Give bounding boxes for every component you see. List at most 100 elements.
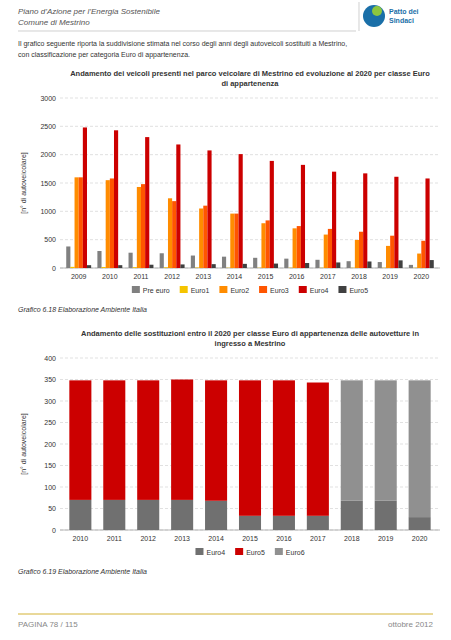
bar (253, 258, 257, 268)
x-tick-label: 2016 (289, 273, 305, 280)
bar (222, 257, 226, 268)
legend-label: Euro2 (230, 287, 249, 294)
bar (239, 154, 243, 268)
bar (172, 201, 176, 268)
legend-label: Euro4 (310, 287, 329, 294)
y-axis: 050100150200250300350400[n° di autoveico… (20, 355, 440, 534)
legend-swatch (338, 286, 346, 293)
x-tick-label: 2013 (174, 535, 190, 542)
legend-label: Euro5 (246, 549, 265, 556)
bar (97, 251, 101, 268)
bar (137, 500, 159, 530)
logo-text: Sindaci (389, 17, 414, 24)
bar (320, 267, 324, 268)
caption: Grafico 6.18 Elaborazione Ambiente Itali… (18, 306, 147, 313)
legend-swatch (235, 548, 243, 555)
bar (324, 235, 328, 268)
bars (69, 380, 430, 531)
legend: Pre euroEuro1Euro2Euro3Euro4Euro5 (132, 286, 368, 294)
bar (347, 261, 351, 268)
bar (75, 177, 79, 268)
legend-swatch (259, 286, 267, 293)
bar (382, 267, 386, 268)
bar (305, 263, 309, 268)
x-tick-label: 2015 (242, 535, 258, 542)
bar (239, 380, 261, 381)
bar (394, 177, 398, 268)
bar (398, 260, 402, 268)
header: Piano d’Azione per l’Energia Sostenibile… (18, 2, 419, 31)
legend-label: Euro6 (286, 549, 305, 556)
y-tick-label: 2500 (40, 123, 56, 130)
legend-swatch (195, 548, 203, 555)
chart: Andamento dei veicoli presenti nel parco… (18, 69, 440, 313)
bar (417, 254, 421, 268)
y-tick-label: 350 (44, 376, 56, 383)
bar (341, 380, 363, 500)
y-tick-label: 1000 (40, 208, 56, 215)
bar (79, 177, 83, 268)
bar (355, 240, 359, 268)
bar (273, 380, 295, 381)
bar (261, 223, 265, 268)
bar (164, 267, 168, 268)
bar (266, 220, 270, 268)
bar (413, 267, 417, 268)
bar (332, 172, 336, 268)
x-tick-label: 2011 (133, 273, 148, 280)
legend-swatch (132, 286, 140, 293)
header-rule (18, 31, 356, 32)
chart: Andamento delle sostituzioni entro il 20… (18, 329, 440, 575)
footer-left: PAGINA 78 / 115 (18, 620, 78, 629)
x-tick-label: 2010 (102, 273, 118, 280)
bar (378, 262, 382, 268)
bar (363, 173, 367, 268)
legend-swatch (180, 286, 188, 293)
bar (375, 380, 397, 500)
y-tick-label: 200 (44, 441, 56, 448)
bar (307, 383, 329, 516)
y-axis: 050010001500200025003000[n° di autoveico… (20, 95, 440, 272)
bar (114, 130, 118, 268)
bar (137, 380, 159, 500)
y-tick-label: 250 (44, 419, 56, 426)
bar (274, 264, 278, 268)
bar (284, 259, 288, 268)
bar (301, 165, 305, 268)
x-tick-label: 2020 (412, 535, 428, 542)
legend-swatch (299, 286, 307, 293)
x-tick-label: 2018 (344, 535, 360, 542)
bar (257, 267, 261, 268)
y-tick-label: 0 (52, 527, 56, 534)
x-tick-label: 2010 (73, 535, 89, 542)
logo: Patto deiSindaci (363, 5, 419, 27)
header-divider (359, 2, 360, 31)
bar (160, 253, 164, 268)
x-tick-label: 2018 (351, 273, 367, 280)
x-tick-label: 2015 (258, 273, 274, 280)
bar (70, 267, 74, 268)
bar (341, 501, 363, 530)
bar (195, 267, 199, 268)
legend-swatch (219, 286, 227, 293)
bar (293, 228, 297, 268)
logo-globe (363, 5, 385, 27)
bar (297, 226, 301, 268)
bar (149, 265, 153, 268)
bar (137, 187, 141, 268)
bar (288, 267, 292, 268)
bar (106, 180, 110, 268)
chart-title-line: Andamento dei veicoli presenti nel parco… (70, 69, 430, 78)
bar (129, 253, 133, 268)
y-tick-label: 150 (44, 462, 56, 469)
legend-label: Pre euro (143, 287, 170, 294)
y-tick-label: 300 (44, 398, 56, 405)
legend-label: Euro5 (349, 287, 368, 294)
legend: Euro4Euro5Euro6 (195, 548, 304, 556)
bar (409, 265, 413, 268)
bar (145, 137, 149, 268)
y-tick-label: 1500 (40, 180, 56, 187)
bar (425, 178, 429, 268)
bar (83, 127, 87, 268)
chart-title: Andamento delle sostituzioni entro il 20… (81, 329, 419, 348)
